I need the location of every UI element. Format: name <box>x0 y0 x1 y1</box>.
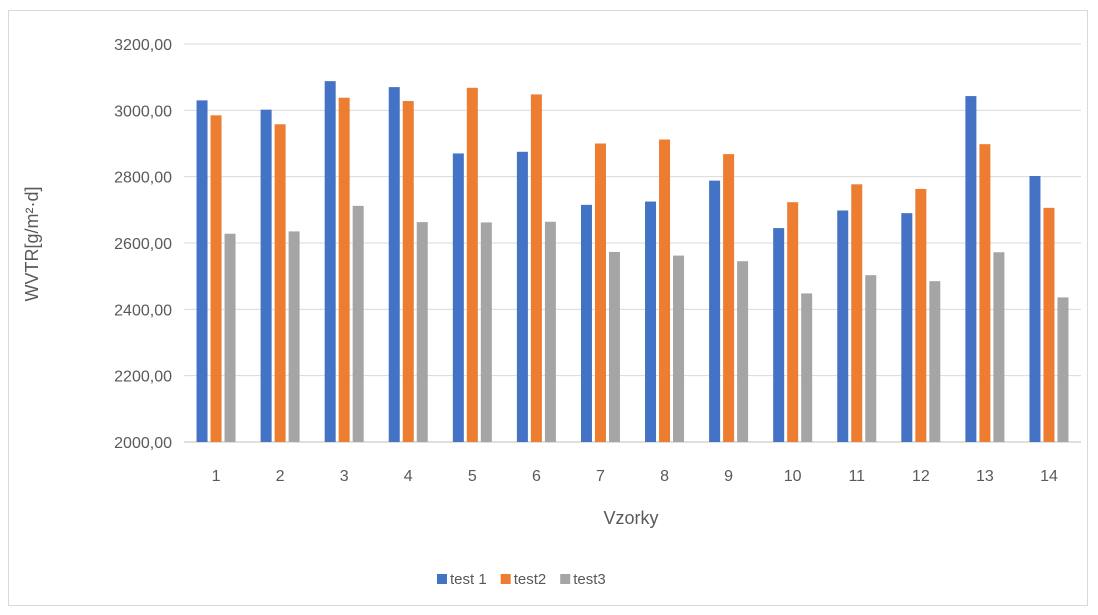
bar-test2-11 <box>851 184 863 443</box>
x-tick-label: 9 <box>724 468 733 485</box>
bar-test3-11 <box>865 275 877 442</box>
x-tick-label: 10 <box>784 468 802 485</box>
bar-test3-14 <box>1057 297 1069 442</box>
bar-test1-3 <box>324 81 336 442</box>
bar-test2-14 <box>1043 207 1055 442</box>
x-tick-label: 13 <box>976 468 994 485</box>
bar-test1-2 <box>260 109 272 443</box>
bar-test2-13 <box>979 144 991 442</box>
bar-test3-13 <box>993 252 1005 442</box>
bar-test3-8 <box>673 255 685 442</box>
bar-test3-10 <box>801 293 813 442</box>
bar-test3-7 <box>608 251 620 442</box>
y-tick-label: 2000,00 <box>114 435 172 452</box>
x-tick-labels: 1 2 3 4 5 6 7 8 9 10 11 12 13 14 <box>212 468 1058 485</box>
y-axis-title: WVTR[g/m²·d] <box>22 187 42 302</box>
bar-test1-8 <box>645 201 657 442</box>
y-tick-label: 3000,00 <box>114 103 172 120</box>
gridlines <box>184 43 1081 443</box>
bar-test2-6 <box>530 94 542 442</box>
legend-label: test 1 <box>450 571 487 588</box>
bar-test2-8 <box>659 139 671 442</box>
bar-test1-10 <box>773 228 785 442</box>
bar-test1-11 <box>837 210 849 442</box>
bar-test2-12 <box>915 188 927 442</box>
x-tick-label: 6 <box>532 468 541 485</box>
legend-label: test2 <box>514 571 547 588</box>
bar-test1-4 <box>388 87 400 442</box>
bar-test2-7 <box>594 143 606 442</box>
bar-test1-9 <box>709 180 721 442</box>
bar-test3-12 <box>929 281 941 442</box>
bar-test1-1 <box>196 100 208 442</box>
bar-test1-5 <box>452 153 464 442</box>
x-tick-label: 14 <box>1040 468 1058 485</box>
y-tick-label: 2600,00 <box>114 236 172 253</box>
bar-test2-5 <box>466 87 478 442</box>
legend-swatch <box>560 574 571 584</box>
x-tick-label: 12 <box>912 468 930 485</box>
y-tick-labels: 2000,00 2200,00 2400,00 2600,00 2800,00 3000,… <box>114 37 172 452</box>
bar-test2-2 <box>274 124 286 442</box>
bar-test1-6 <box>516 151 528 442</box>
x-tick-label: 11 <box>848 468 865 485</box>
bar-test3-4 <box>416 222 428 442</box>
x-tick-label: 7 <box>596 468 605 485</box>
bar-test3-2 <box>288 231 300 442</box>
bar-test1-13 <box>965 96 977 443</box>
legend-swatch <box>437 574 447 584</box>
bar-test3-3 <box>352 205 364 442</box>
legend-swatch <box>500 574 511 584</box>
bar-test2-4 <box>402 101 414 443</box>
y-tick-label: 2400,00 <box>114 302 172 319</box>
bars <box>196 81 1069 443</box>
y-tick-label: 2800,00 <box>114 170 172 187</box>
bar-test3-6 <box>544 221 556 442</box>
bar-test2-3 <box>338 97 350 442</box>
y-tick-label: 3200,00 <box>114 37 172 54</box>
y-tick-label: 2200,00 <box>114 369 172 386</box>
x-tick-label: 4 <box>404 468 413 485</box>
x-axis-title: Vzorky <box>603 508 658 528</box>
x-tick-label: 3 <box>340 468 349 485</box>
x-tick-label: 1 <box>212 468 221 485</box>
legend-label: test3 <box>573 571 606 588</box>
x-tick-label: 5 <box>468 468 477 485</box>
bar-test1-12 <box>901 213 913 442</box>
bar-test2-1 <box>210 115 222 442</box>
bar-test3-9 <box>737 261 749 442</box>
bar-test2-9 <box>723 154 735 442</box>
bar-test2-10 <box>787 202 799 442</box>
legend: test 1 test2 test3 <box>437 571 606 588</box>
bar-test3-5 <box>480 222 492 442</box>
x-tick-label: 2 <box>276 468 285 485</box>
bar-test1-7 <box>580 204 592 442</box>
bar-test1-14 <box>1029 176 1041 442</box>
x-tick-label: 8 <box>660 468 669 485</box>
bar-test3-1 <box>224 233 236 442</box>
